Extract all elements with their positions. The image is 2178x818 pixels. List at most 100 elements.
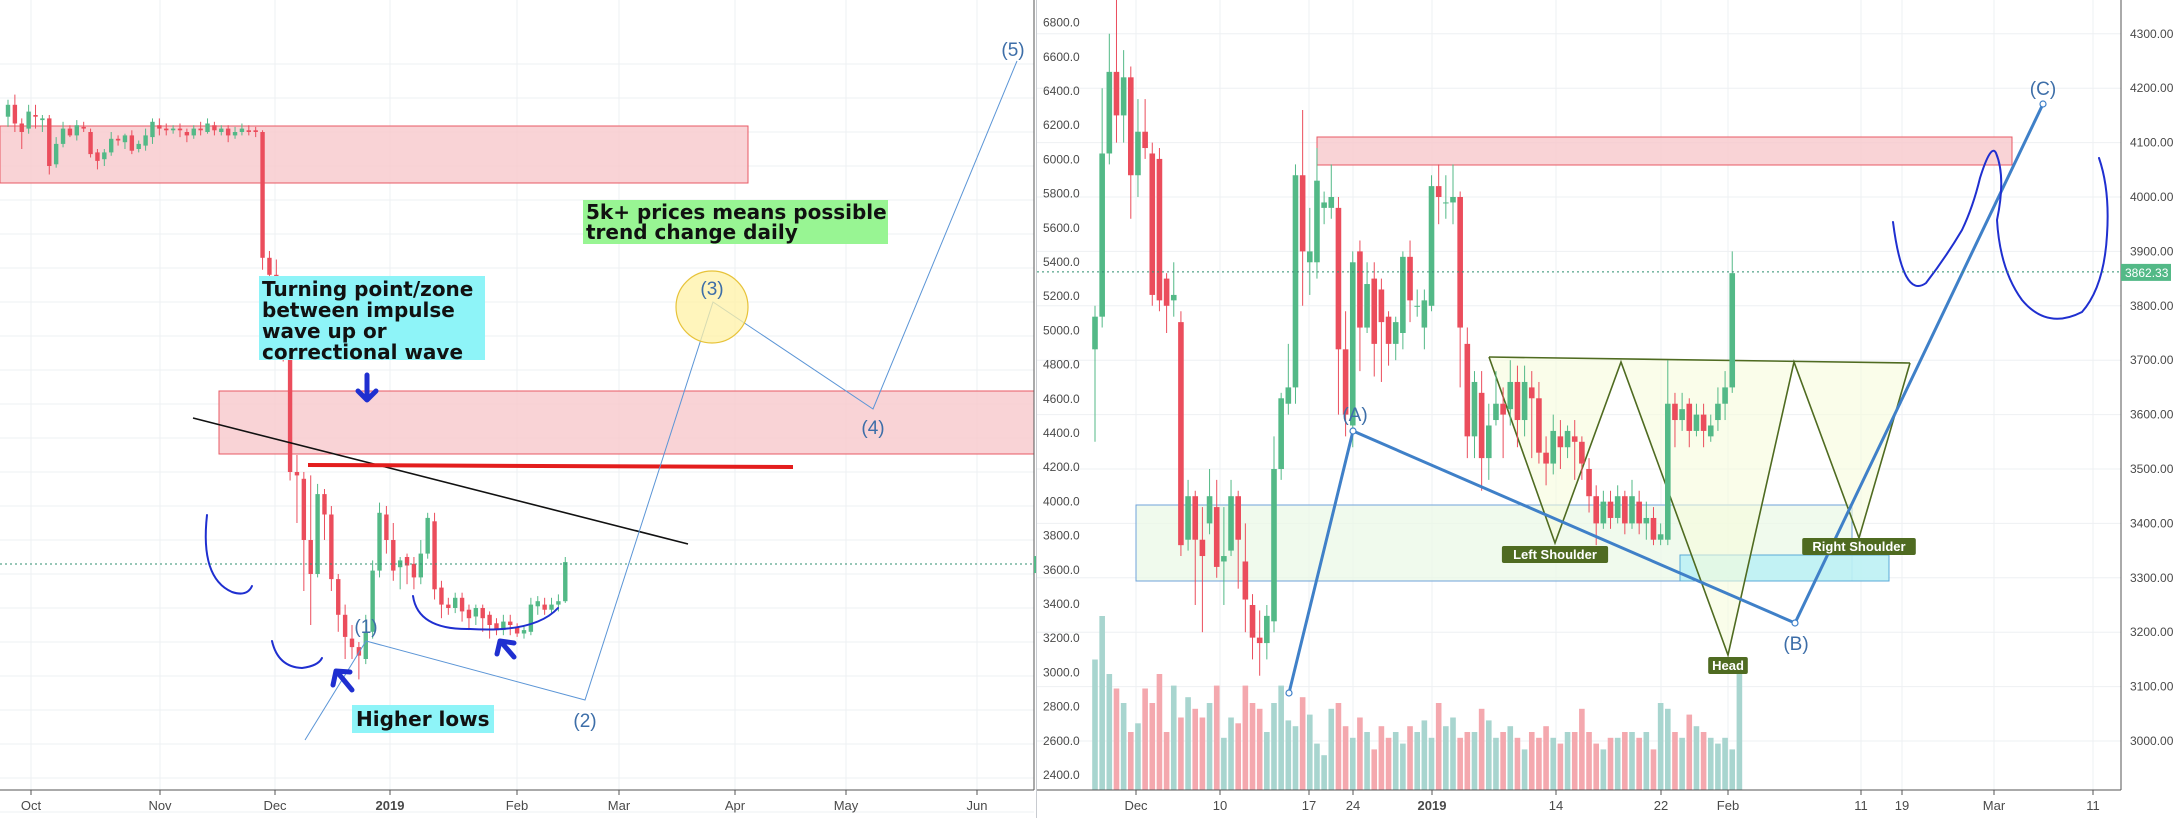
left-candle (425, 517, 430, 554)
right-price-axis: 3000.00 3100.00 3200.00 3300.00 3400.00 3500.… (2120, 0, 2174, 790)
volume-bar (1443, 726, 1449, 790)
left-date-label: Oct (21, 798, 42, 813)
right-candle (1128, 77, 1134, 176)
right-secondary-tick: 3800.0 (1043, 529, 1080, 543)
left-candle (349, 638, 355, 648)
volume-bar (1450, 717, 1456, 790)
left-date-label: 2019 (376, 798, 405, 813)
left-chart-svg[interactable]: (1) (2) (3) (4) (5) Turning point/zone between… (0, 0, 1036, 818)
left-chart-panel[interactable]: (1) (2) (3) (4) (5) Turning point/zone between… (0, 0, 1036, 818)
right-secondary-tick: 4600.0 (1043, 392, 1080, 406)
right-price-tick: 4100.00 (2130, 136, 2174, 150)
volume-bar (1170, 685, 1177, 790)
left-candle (411, 563, 417, 578)
left-candle (542, 604, 547, 610)
left-date-label: Apr (725, 798, 746, 813)
right-secondary-tick: 6800.0 (1043, 16, 1080, 30)
volume-bar (1357, 717, 1363, 790)
left-last-price-tag (1034, 556, 1036, 574)
wave-label-a: (A) (1342, 405, 1367, 426)
right-secondary-tick: 4200.0 (1043, 460, 1080, 474)
right-secondary-tick: 5200.0 (1043, 289, 1080, 303)
volume-bar (1385, 737, 1392, 790)
right-candle (1650, 517, 1657, 540)
volume-bar (1736, 674, 1743, 790)
right-candle (1521, 381, 1528, 421)
right-candle (1213, 507, 1220, 567)
left-candle (74, 125, 79, 136)
left-candle (370, 570, 375, 632)
right-candle (1543, 452, 1549, 464)
right-secondary-tick: 2600.0 (1043, 734, 1080, 748)
pattern-fill (1489, 357, 1910, 655)
turning-point-box (259, 276, 485, 360)
volume-bar (1435, 703, 1442, 790)
left-candle (322, 494, 327, 515)
right-candle (1636, 501, 1642, 524)
left-candle (246, 130, 251, 132)
volume-bar (1700, 732, 1707, 790)
right-candle (1364, 284, 1370, 328)
left-candle (81, 126, 86, 129)
left-candle (60, 128, 66, 144)
right-secondary-tick: 6600.0 (1043, 50, 1080, 64)
right-candle (1156, 158, 1163, 301)
right-candle (1314, 180, 1320, 263)
head-label: Head (1712, 658, 1744, 673)
right-candle (1120, 77, 1127, 116)
right-date-label: 22 (1654, 798, 1668, 813)
left-candle (26, 111, 31, 129)
left-candle (198, 128, 203, 131)
right-chart-panel[interactable]: 2400.0 2600.0 2800.0 3000.0 3200.0 3400.0 3600… (1036, 0, 2178, 818)
right-candle (1378, 289, 1385, 323)
right-candle (1199, 539, 1206, 557)
right-candle (1113, 71, 1120, 116)
left-candle (315, 494, 320, 574)
right-candle (1564, 430, 1571, 448)
volume-bar (1314, 743, 1320, 790)
volume-bar (1342, 726, 1349, 790)
left-candle (308, 540, 313, 574)
left-candle (514, 626, 520, 634)
volume-bar (1142, 688, 1148, 790)
right-candle (1235, 496, 1241, 540)
right-candle (1622, 496, 1628, 524)
volume-bar (1113, 688, 1120, 790)
volume-bar (1328, 708, 1335, 790)
volume-bar (1707, 737, 1714, 790)
resistance-line (307, 463, 794, 469)
left-candle (336, 579, 341, 615)
down-arrow (355, 372, 379, 403)
right-price-tick: 3100.00 (2130, 680, 2174, 694)
left-candle (391, 540, 396, 571)
right-candle (1707, 425, 1714, 437)
right-candle (1672, 403, 1678, 421)
left-candle (177, 128, 183, 131)
right-candle (1278, 398, 1284, 469)
volume-bar (1371, 749, 1378, 790)
volume-bar (1679, 737, 1685, 790)
left-candle (225, 128, 231, 136)
right-candle (1299, 175, 1306, 252)
right-chart-svg[interactable]: 2400.0 2600.0 2800.0 3000.0 3200.0 3400.0 3600… (1037, 0, 2178, 818)
price-note-text: 5k+ prices means possible trend change da… (586, 200, 887, 244)
volume-bar (1722, 737, 1728, 790)
volume-bar (1464, 732, 1471, 790)
right-candle (1414, 305, 1420, 307)
neckline (1488, 356, 1911, 364)
left-candle (287, 353, 293, 472)
volume-bar (1278, 685, 1284, 790)
volume-bar (1686, 714, 1693, 790)
volume-bar (1428, 737, 1435, 790)
volume-bar (1478, 708, 1485, 790)
right-candle (1500, 403, 1506, 415)
left-date-label: Nov (148, 798, 172, 813)
right-secondary-tick: 4400.0 (1043, 426, 1080, 440)
left-candle (95, 152, 100, 161)
volume-bar (1256, 708, 1263, 790)
right-candle (1693, 414, 1700, 431)
volume-bar (1349, 737, 1356, 790)
right-candle (1600, 501, 1607, 524)
left-candle (53, 143, 59, 165)
right-candle (1271, 469, 1277, 622)
